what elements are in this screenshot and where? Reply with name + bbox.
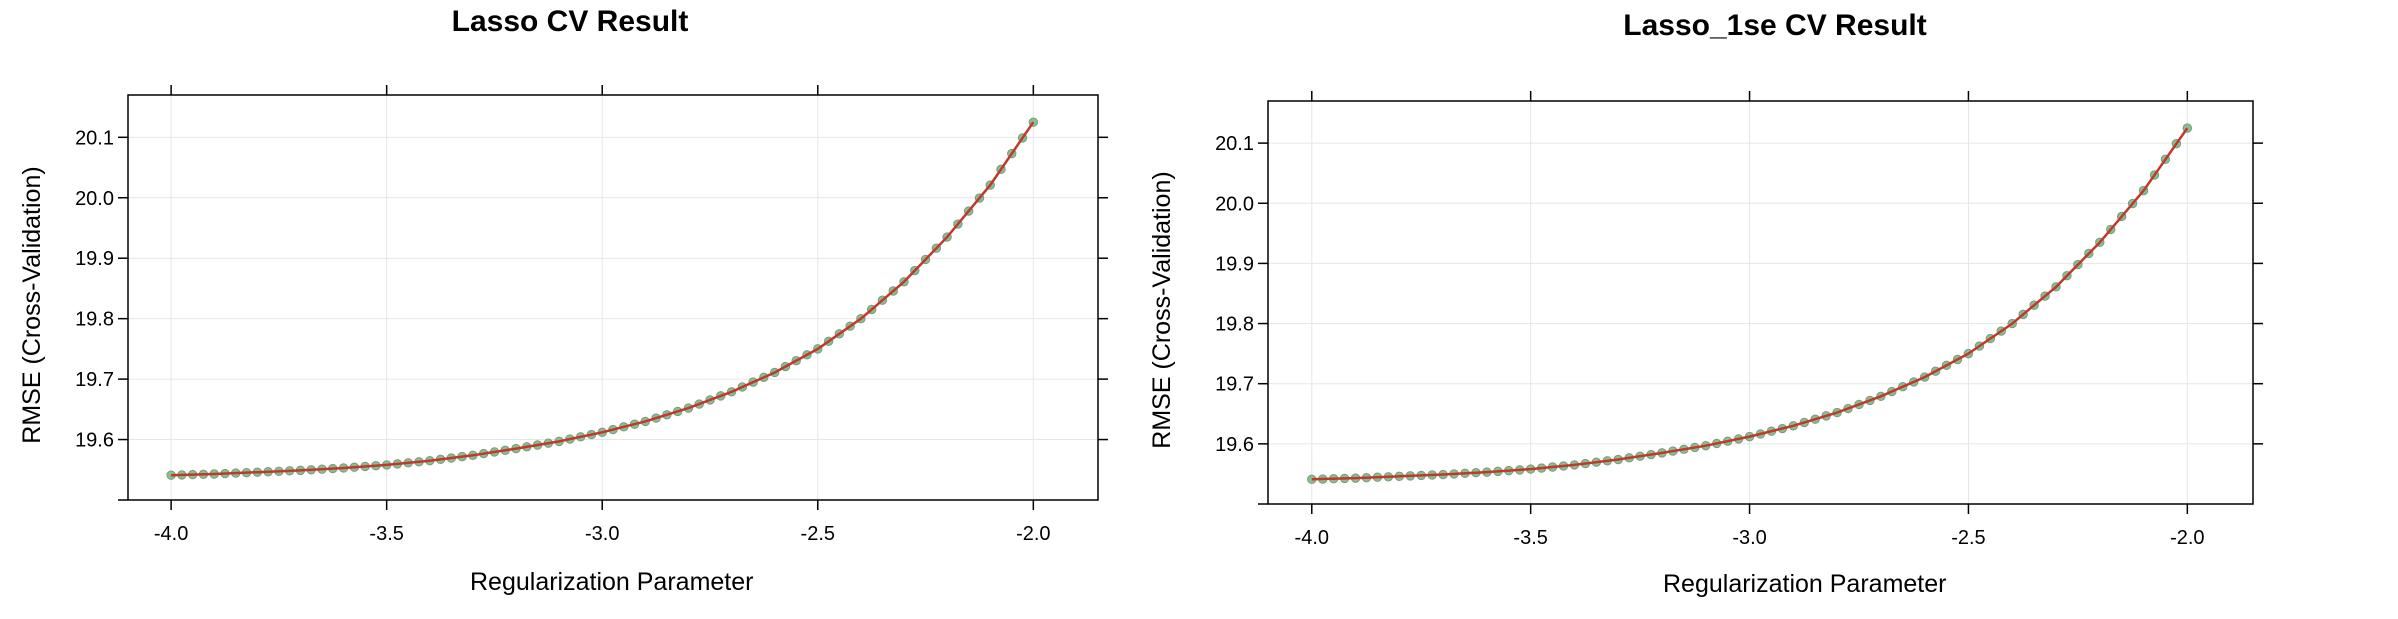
- x-tick-label: -3.0: [1732, 527, 1766, 549]
- x-tick-label: -2.5: [801, 523, 835, 545]
- x-axis-title: Regularization Parameter: [470, 568, 754, 596]
- y-tick-label: 19.7: [75, 369, 114, 391]
- y-tick-label: 19.8: [1215, 314, 1254, 336]
- x-tick-label: -2.5: [1951, 527, 1985, 549]
- chart-lasso-1se-cv: Lasso_1se CV Result Regularization Param…: [1125, 0, 2398, 619]
- chart-title: Lasso CV Result: [451, 5, 689, 38]
- series-line: [171, 121, 1035, 477]
- y-tick-label: 20.1: [1215, 133, 1254, 155]
- x-tick-label: -4.0: [1295, 527, 1329, 549]
- x-tick-label: -3.5: [1513, 527, 1547, 549]
- x-tick-label: -3.5: [369, 523, 403, 545]
- x-tick-label: -4.0: [154, 523, 188, 545]
- y-tick-label: 19.6: [75, 430, 114, 452]
- y-tick-label: 20.1: [75, 127, 114, 149]
- y-tick-label: 20.0: [75, 188, 114, 210]
- x-tick-label: -2.0: [2170, 527, 2204, 549]
- y-tick-label: 19.7: [1215, 374, 1254, 396]
- series-line: [1311, 127, 2189, 481]
- y-tick-label: 20.0: [1215, 193, 1254, 215]
- y-tick-label: 19.6: [1215, 434, 1254, 456]
- x-tick-label: -2.0: [1016, 523, 1050, 545]
- chart-lasso-cv: Lasso CV Result Regularization Parameter…: [0, 0, 1120, 619]
- y-tick-label: 19.8: [75, 309, 114, 331]
- x-tick-label: -3.0: [585, 523, 619, 545]
- y-tick-label: 19.9: [1215, 253, 1254, 275]
- y-tick-label: 19.9: [75, 248, 114, 270]
- plot-area: -4.0 -3.5 -3.0 -2.5 -2.0 19.6 19.7 19.8 19.9 20.0…: [1215, 91, 2263, 549]
- x-axis-title: Regularization Parameter: [1663, 570, 1947, 598]
- plot-frame: [1267, 100, 2254, 505]
- plot-frame: [127, 94, 1099, 501]
- plot-area: -4.0 -3.5 -3.0 -2.5 -2.0 19.6 19.7 19.8 19.9 20.0…: [75, 85, 1108, 545]
- chart-title: Lasso_1se CV Result: [1623, 9, 1927, 42]
